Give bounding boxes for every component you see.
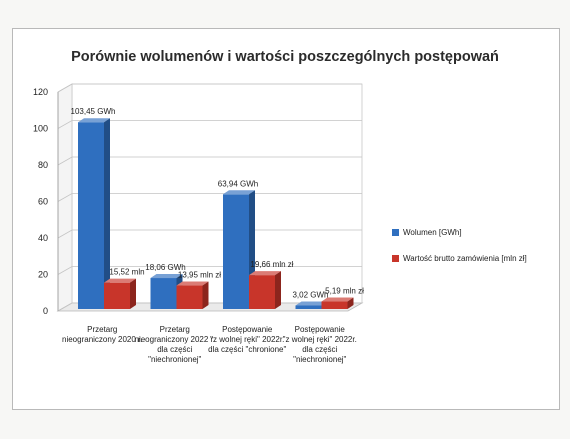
bar-front [249, 275, 275, 309]
category-label-line: nieograniczony 2022 r. [135, 335, 216, 344]
chart-title: Porównie wolumenów i wartości poszczegól… [71, 49, 499, 65]
category-label-line: Postępowanie [295, 325, 346, 334]
bar-side [130, 278, 136, 309]
category-label-line: nieograniczony 2020 r. [62, 335, 143, 344]
category-label: Postępowanie "z wolnej ręki" 2022r. dla cz… [283, 325, 357, 364]
data-label: 5,19 mln zł [325, 287, 364, 296]
bar-top [176, 281, 209, 286]
bar-front [78, 122, 104, 309]
gridline [57, 120, 362, 129]
legend-label: Wolumen [GWh] [403, 228, 462, 237]
bar-front [176, 285, 203, 309]
bar-top [150, 274, 183, 279]
bar-top [249, 271, 281, 276]
y-tick-label: 0 [43, 306, 48, 316]
bar [78, 118, 110, 309]
category-label-line: Postępowanie [222, 325, 273, 334]
bar-front [223, 194, 249, 309]
category-label-line: "z wolnej ręki" 2022r. [210, 335, 284, 344]
category-label-line: dla części [157, 345, 192, 354]
y-tick-label: 80 [38, 160, 48, 170]
category-label-line: "z wolnej ręki" 2022r. [283, 335, 357, 344]
y-tick-label: 40 [38, 233, 48, 243]
bar [321, 297, 354, 309]
data-label: 13,95 mln zł [178, 271, 221, 280]
category-label-line: "niechronionej" [148, 355, 201, 364]
category-labels: Przetarg nieograniczony 2020 r.Przetarg ni… [62, 325, 357, 364]
bar-top [78, 118, 110, 123]
bar-front [321, 301, 348, 309]
bar [249, 271, 281, 309]
bar-front [295, 305, 322, 309]
y-tick-label: 20 [38, 270, 48, 280]
bars [78, 118, 354, 309]
gridline [57, 156, 362, 166]
bar-side [202, 281, 209, 309]
data-label: 18,06 GWh [145, 263, 185, 272]
gridline [57, 83, 362, 93]
legend-label: Wartość brutto zamówienia [mln zł] [403, 254, 527, 263]
data-label: 19,66 mln zł [250, 260, 293, 269]
gridline [57, 193, 362, 202]
bar-top [223, 190, 255, 195]
data-label: 15,52 mln [109, 268, 144, 277]
bar-top [321, 297, 354, 302]
y-tick-label: 120 [33, 87, 48, 97]
bar-side [275, 271, 281, 309]
y-tick-label: 60 [38, 197, 48, 207]
gridline [57, 266, 362, 275]
category-label-line: dla części "chronione" [208, 345, 286, 354]
bar-front [104, 282, 130, 309]
category-label: Przetarg nieograniczony 2022 r. dla części… [135, 325, 216, 364]
legend-swatch [392, 229, 399, 236]
legend: Wolumen [GWh] Wartość brutto zamówienia [… [392, 228, 527, 263]
category-label-line: Przetarg [160, 325, 190, 334]
category-label-line: "niechronionej" [293, 355, 346, 364]
bar [104, 278, 136, 309]
data-label: 103,45 GWh [71, 107, 116, 116]
category-label-line: Przetarg [87, 325, 117, 334]
bar-side [347, 297, 354, 309]
data-label: 3,02 GWh [292, 290, 328, 299]
category-label-line: dla części [302, 345, 337, 354]
y-axis: 0 20 40 60 80 100 120 [33, 87, 59, 316]
category-label: Postępowanie "z wolnej ręki" 2022r. dla cz… [208, 325, 286, 354]
category-label: Przetarg nieograniczony 2020 r. [62, 325, 143, 344]
gridline [57, 229, 362, 239]
bar-top [104, 278, 136, 283]
bar-side [104, 118, 110, 309]
data-label: 63,94 GWh [218, 179, 258, 188]
bar [176, 281, 209, 309]
bar-front [150, 278, 177, 309]
legend-swatch [392, 255, 399, 262]
y-tick-label: 100 [33, 124, 48, 134]
bar-top [295, 301, 328, 306]
